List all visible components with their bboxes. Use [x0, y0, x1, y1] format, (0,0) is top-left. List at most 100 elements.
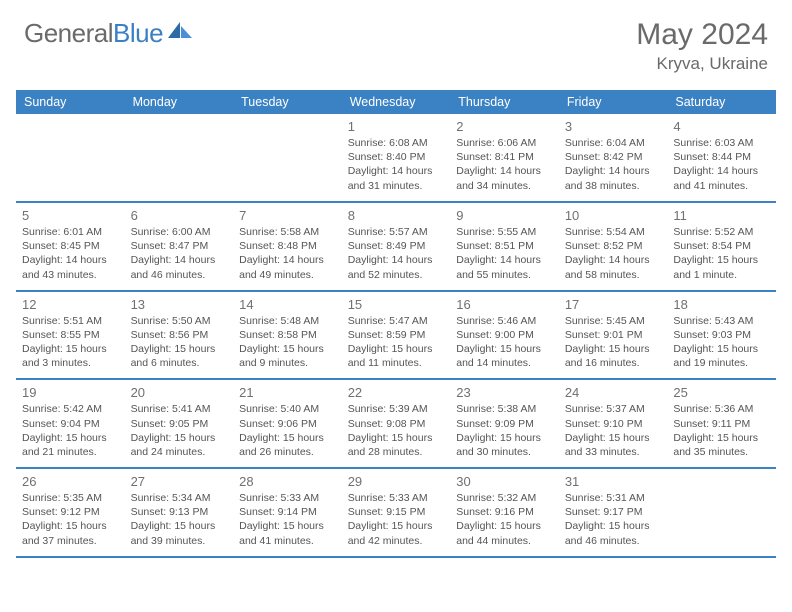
dow-tuesday: Tuesday: [233, 90, 342, 114]
day-cell: 14Sunrise: 5:48 AMSunset: 8:58 PMDayligh…: [233, 291, 342, 380]
day-cell: [667, 468, 776, 557]
day-cell: 8Sunrise: 5:57 AMSunset: 8:49 PMDaylight…: [342, 202, 451, 291]
week-row: 12 Sunrise: 5:51 AMSunset: 8:55 PMDayligh…: [16, 291, 776, 380]
dow-thursday: Thursday: [450, 90, 559, 114]
week-row: 19 Sunrise: 5:42 AMSunset: 9:04 PMDayligh…: [16, 379, 776, 468]
dow-friday: Friday: [559, 90, 668, 114]
day-details: Sunrise: 5:33 AMSunset: 9:15 PMDaylight:…: [348, 491, 445, 548]
day-cell: 29 Sunrise: 5:33 AMSunset: 9:15 PMDayligh…: [342, 468, 451, 557]
day-details: Sunrise: 5:52 AMSunset: 8:54 PMDaylight:…: [673, 225, 770, 282]
day-number: 4: [673, 119, 770, 134]
day-number: 20: [131, 385, 228, 400]
day-details: Sunrise: 5:51 AMSunset: 8:55 PMDaylight:…: [22, 314, 119, 371]
week-row: 1 Sunrise: 6:08 AMSunset: 8:40 PMDaylight…: [16, 114, 776, 202]
day-number: 28: [239, 474, 336, 489]
day-cell: 22Sunrise: 5:39 AMSunset: 9:08 PMDayligh…: [342, 379, 451, 468]
title-block: May 2024 Kryva, Ukraine: [636, 18, 768, 74]
brand-logo: GeneralBlue: [24, 18, 194, 49]
day-details: Sunrise: 6:06 AMSunset: 8:41 PMDaylight:…: [456, 136, 553, 193]
day-details: Sunrise: 5:41 AMSunset: 9:05 PMDaylight:…: [131, 402, 228, 459]
day-cell: 26 Sunrise: 5:35 AMSunset: 9:12 PMDayligh…: [16, 468, 125, 557]
day-details: Sunrise: 5:43 AMSunset: 9:03 PMDaylight:…: [673, 314, 770, 371]
dow-saturday: Saturday: [667, 90, 776, 114]
header: GeneralBlue May 2024 Kryva, Ukraine: [0, 0, 792, 84]
day-number: 1: [348, 119, 445, 134]
dow-row: SundayMondayTuesdayWednesdayThursdayFrid…: [16, 90, 776, 114]
week-row: 26 Sunrise: 5:35 AMSunset: 9:12 PMDayligh…: [16, 468, 776, 557]
day-cell: [125, 114, 234, 202]
day-details: Sunrise: 5:39 AMSunset: 9:08 PMDaylight:…: [348, 402, 445, 459]
brand-part1: General: [24, 18, 113, 49]
day-details: Sunrise: 5:55 AMSunset: 8:51 PMDaylight:…: [456, 225, 553, 282]
day-details: Sunrise: 6:04 AMSunset: 8:42 PMDaylight:…: [565, 136, 662, 193]
day-details: Sunrise: 6:03 AMSunset: 8:44 PMDaylight:…: [673, 136, 770, 193]
day-number: 8: [348, 208, 445, 223]
day-number: 26: [22, 474, 119, 489]
day-number: 31: [565, 474, 662, 489]
day-number: 6: [131, 208, 228, 223]
day-cell: 27 Sunrise: 5:34 AMSunset: 9:13 PMDayligh…: [125, 468, 234, 557]
calendar-table: SundayMondayTuesdayWednesdayThursdayFrid…: [16, 90, 776, 558]
day-cell: 18 Sunrise: 5:43 AMSunset: 9:03 PMDayligh…: [667, 291, 776, 380]
day-number: 29: [348, 474, 445, 489]
day-number: 25: [673, 385, 770, 400]
day-cell: 15Sunrise: 5:47 AMSunset: 8:59 PMDayligh…: [342, 291, 451, 380]
day-number: 16: [456, 297, 553, 312]
day-cell: 12 Sunrise: 5:51 AMSunset: 8:55 PMDayligh…: [16, 291, 125, 380]
day-number: 12: [22, 297, 119, 312]
day-cell: 7Sunrise: 5:58 AMSunset: 8:48 PMDaylight…: [233, 202, 342, 291]
day-cell: 2 Sunrise: 6:06 AMSunset: 8:41 PMDaylight…: [450, 114, 559, 202]
day-number: 5: [22, 208, 119, 223]
day-number: 19: [22, 385, 119, 400]
day-cell: 21 Sunrise: 5:40 AMSunset: 9:06 PMDayligh…: [233, 379, 342, 468]
day-cell: [16, 114, 125, 202]
day-details: Sunrise: 5:58 AMSunset: 8:48 PMDaylight:…: [239, 225, 336, 282]
day-number: 21: [239, 385, 336, 400]
day-cell: 10 Sunrise: 5:54 AMSunset: 8:52 PMDayligh…: [559, 202, 668, 291]
day-cell: 6Sunrise: 6:00 AMSunset: 8:47 PMDaylight…: [125, 202, 234, 291]
day-cell: 25 Sunrise: 5:36 AMSunset: 9:11 PMDayligh…: [667, 379, 776, 468]
day-details: Sunrise: 5:34 AMSunset: 9:13 PMDaylight:…: [131, 491, 228, 548]
week-row: 5 Sunrise: 6:01 AMSunset: 8:45 PMDaylight…: [16, 202, 776, 291]
day-cell: 19 Sunrise: 5:42 AMSunset: 9:04 PMDayligh…: [16, 379, 125, 468]
day-details: Sunrise: 5:40 AMSunset: 9:06 PMDaylight:…: [239, 402, 336, 459]
day-details: Sunrise: 5:38 AMSunset: 9:09 PMDaylight:…: [456, 402, 553, 459]
day-details: Sunrise: 5:42 AMSunset: 9:04 PMDaylight:…: [22, 402, 119, 459]
location: Kryva, Ukraine: [636, 54, 768, 74]
dow-wednesday: Wednesday: [342, 90, 451, 114]
day-cell: 13Sunrise: 5:50 AMSunset: 8:56 PMDayligh…: [125, 291, 234, 380]
day-cell: 11 Sunrise: 5:52 AMSunset: 8:54 PMDayligh…: [667, 202, 776, 291]
day-number: 18: [673, 297, 770, 312]
day-number: 27: [131, 474, 228, 489]
day-details: Sunrise: 5:37 AMSunset: 9:10 PMDaylight:…: [565, 402, 662, 459]
dow-sunday: Sunday: [16, 90, 125, 114]
day-cell: 30Sunrise: 5:32 AMSunset: 9:16 PMDayligh…: [450, 468, 559, 557]
day-number: 17: [565, 297, 662, 312]
day-number: 23: [456, 385, 553, 400]
day-details: Sunrise: 5:31 AMSunset: 9:17 PMDaylight:…: [565, 491, 662, 548]
day-number: 13: [131, 297, 228, 312]
day-details: Sunrise: 6:01 AMSunset: 8:45 PMDaylight:…: [22, 225, 119, 282]
day-number: 11: [673, 208, 770, 223]
day-cell: 16 Sunrise: 5:46 AMSunset: 9:00 PMDayligh…: [450, 291, 559, 380]
day-cell: 5 Sunrise: 6:01 AMSunset: 8:45 PMDaylight…: [16, 202, 125, 291]
day-cell: 24 Sunrise: 5:37 AMSunset: 9:10 PMDayligh…: [559, 379, 668, 468]
day-number: 15: [348, 297, 445, 312]
day-number: 9: [456, 208, 553, 223]
brand-part2: Blue: [113, 18, 163, 49]
day-cell: [233, 114, 342, 202]
day-details: Sunrise: 5:36 AMSunset: 9:11 PMDaylight:…: [673, 402, 770, 459]
day-details: Sunrise: 5:46 AMSunset: 9:00 PMDaylight:…: [456, 314, 553, 371]
day-number: 30: [456, 474, 553, 489]
day-details: Sunrise: 6:08 AMSunset: 8:40 PMDaylight:…: [348, 136, 445, 193]
day-number: 14: [239, 297, 336, 312]
day-number: 10: [565, 208, 662, 223]
day-cell: 31 Sunrise: 5:31 AMSunset: 9:17 PMDayligh…: [559, 468, 668, 557]
day-cell: 3Sunrise: 6:04 AMSunset: 8:42 PMDaylight…: [559, 114, 668, 202]
day-details: Sunrise: 5:54 AMSunset: 8:52 PMDaylight:…: [565, 225, 662, 282]
day-number: 2: [456, 119, 553, 134]
day-details: Sunrise: 5:35 AMSunset: 9:12 PMDaylight:…: [22, 491, 119, 548]
dow-monday: Monday: [125, 90, 234, 114]
day-number: 24: [565, 385, 662, 400]
day-cell: 28Sunrise: 5:33 AMSunset: 9:14 PMDayligh…: [233, 468, 342, 557]
